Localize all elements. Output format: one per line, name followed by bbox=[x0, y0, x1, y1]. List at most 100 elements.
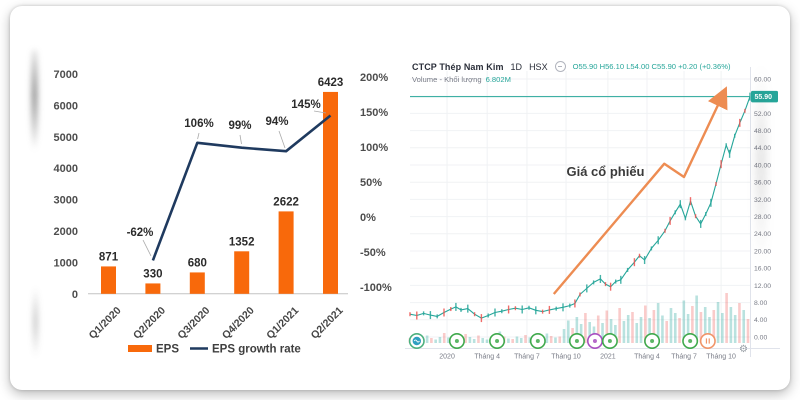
volume-bar bbox=[511, 339, 514, 343]
price-axis-tick: 28.00 bbox=[754, 214, 771, 221]
volume-bar bbox=[515, 336, 519, 343]
growth-rate-label: 106% bbox=[184, 118, 213, 130]
time-axis-tick[interactable]: Tháng 7 bbox=[514, 354, 540, 361]
photo-frame bbox=[10, 6, 790, 390]
event-marker-green[interactable] bbox=[529, 332, 546, 349]
volume-bar bbox=[545, 333, 549, 343]
time-axis-tick[interactable]: 2021 bbox=[600, 354, 616, 361]
growth-rate-label: 99% bbox=[228, 120, 251, 132]
gear-icon[interactable]: ⚙ bbox=[739, 344, 748, 355]
eps-axis-tick: 1000 bbox=[54, 257, 78, 269]
annotation-gia-co-phieu: Giá cổ phiếu bbox=[566, 164, 644, 179]
last-price-badge bbox=[751, 90, 778, 103]
volume-bar bbox=[605, 310, 609, 343]
volume-bar bbox=[588, 322, 591, 343]
event-marker-green[interactable] bbox=[601, 332, 618, 349]
volume-bar bbox=[430, 338, 433, 343]
label-leader-line bbox=[239, 134, 242, 145]
price-axis-tick: 0.00 bbox=[754, 334, 767, 341]
event-marker-logo[interactable] bbox=[408, 332, 425, 349]
eps-axis-tick: 6000 bbox=[54, 100, 78, 112]
price-axis-tick: 44.00 bbox=[754, 145, 771, 152]
instrument-info-icon[interactable] bbox=[554, 61, 566, 72]
event-marker-green[interactable] bbox=[448, 332, 465, 349]
growth-rate-label: 94% bbox=[265, 116, 288, 128]
exchange-label: HSX bbox=[529, 61, 548, 72]
eps-bar bbox=[323, 91, 338, 294]
volume-bar bbox=[562, 329, 566, 343]
volume-bar bbox=[652, 310, 656, 343]
time-axis-tick[interactable]: Tháng 10 bbox=[706, 354, 736, 361]
eps-bar-label: 680 bbox=[188, 257, 207, 269]
volume-bar bbox=[609, 319, 613, 343]
category-label: Q2/2021 bbox=[309, 305, 346, 342]
volume-bar bbox=[442, 333, 446, 343]
eps-bar bbox=[145, 283, 161, 294]
volume-bar bbox=[584, 313, 587, 343]
time-axis-tick[interactable]: Tháng 4 bbox=[634, 354, 660, 361]
volume-bar bbox=[673, 313, 677, 343]
volume-bar bbox=[665, 321, 669, 343]
price-axis-tick: 60.00 bbox=[754, 76, 771, 83]
volume-bar bbox=[635, 323, 639, 343]
growth-axis-tick: -50% bbox=[360, 247, 386, 259]
interval-label[interactable]: 1D bbox=[510, 61, 523, 72]
volume-bar bbox=[468, 337, 472, 343]
volume-bar bbox=[678, 318, 681, 343]
price-axis-tick: 32.00 bbox=[754, 197, 771, 204]
eps-bar-label: 6423 bbox=[318, 77, 344, 89]
price-line bbox=[409, 96, 751, 319]
growth-axis-tick: 0% bbox=[360, 212, 376, 224]
eps-axis-tick: 2000 bbox=[54, 226, 78, 238]
eps-bar bbox=[189, 272, 205, 294]
category-label: Q1/2020 bbox=[87, 305, 124, 342]
volume-bar bbox=[438, 337, 442, 343]
category-label: Q4/2020 bbox=[220, 305, 257, 342]
volume-bar bbox=[524, 335, 527, 343]
trend-arrow bbox=[552, 86, 728, 295]
event-marker-purple[interactable] bbox=[586, 332, 603, 349]
volume-bar bbox=[507, 338, 510, 343]
price-axis-tick: 52.00 bbox=[754, 111, 771, 118]
growth-axis-tick: 100% bbox=[360, 142, 388, 154]
volume-bar bbox=[567, 320, 570, 343]
growth-axis-tick: 150% bbox=[360, 107, 388, 119]
event-marker-green[interactable] bbox=[644, 332, 661, 349]
label-leader-line bbox=[278, 130, 286, 149]
volume-bar bbox=[481, 338, 485, 343]
time-axis-tick[interactable]: 2020 bbox=[439, 354, 455, 361]
growth-rate-label: 145% bbox=[291, 99, 320, 111]
growth-rate-label: -62% bbox=[127, 227, 154, 239]
legend-eps-label: EPS bbox=[156, 344, 179, 356]
event-marker-green[interactable] bbox=[489, 332, 506, 349]
volume-bar bbox=[708, 317, 711, 343]
time-axis-tick[interactable]: Tháng 4 bbox=[474, 354, 500, 361]
time-axis-tick[interactable]: Tháng 10 bbox=[551, 354, 581, 361]
volume-bar bbox=[528, 337, 532, 343]
volume-bar bbox=[472, 339, 476, 343]
eps-bar bbox=[234, 251, 250, 294]
volume-bar bbox=[614, 325, 617, 343]
event-marker-green[interactable] bbox=[682, 332, 699, 349]
volume-bar bbox=[691, 306, 694, 343]
volume-bar bbox=[434, 339, 437, 343]
time-axis-tick[interactable]: Tháng 7 bbox=[671, 354, 697, 361]
volume-bar bbox=[729, 307, 733, 343]
instrument-title[interactable]: CTCP Thép Nam Kim bbox=[412, 61, 504, 72]
volume-bar bbox=[558, 336, 562, 343]
category-label: Q3/2020 bbox=[175, 305, 212, 342]
eps-bar-label: 330 bbox=[143, 268, 162, 280]
volume-bar bbox=[738, 303, 741, 343]
ohlc-values: O55.90 H56.10 L54.00 C55.90 +0.20 (+0.36… bbox=[572, 62, 731, 71]
eps-axis-tick: 3000 bbox=[54, 195, 78, 207]
price-chart-canvas[interactable]: 60.00 52.00 48.00 44.00 40.00 36.00 32.00 28.00… bbox=[405, 55, 780, 375]
label-leader-line bbox=[313, 110, 327, 114]
event-marker-orange[interactable] bbox=[699, 332, 716, 349]
volume-bar bbox=[485, 339, 489, 343]
eps-axis-tick: 4000 bbox=[54, 163, 78, 175]
volume-bar bbox=[549, 336, 553, 343]
event-marker-green[interactable] bbox=[568, 332, 585, 349]
volume-bar bbox=[464, 334, 467, 343]
volume-bar bbox=[721, 313, 724, 343]
label-leader-line bbox=[197, 132, 200, 140]
